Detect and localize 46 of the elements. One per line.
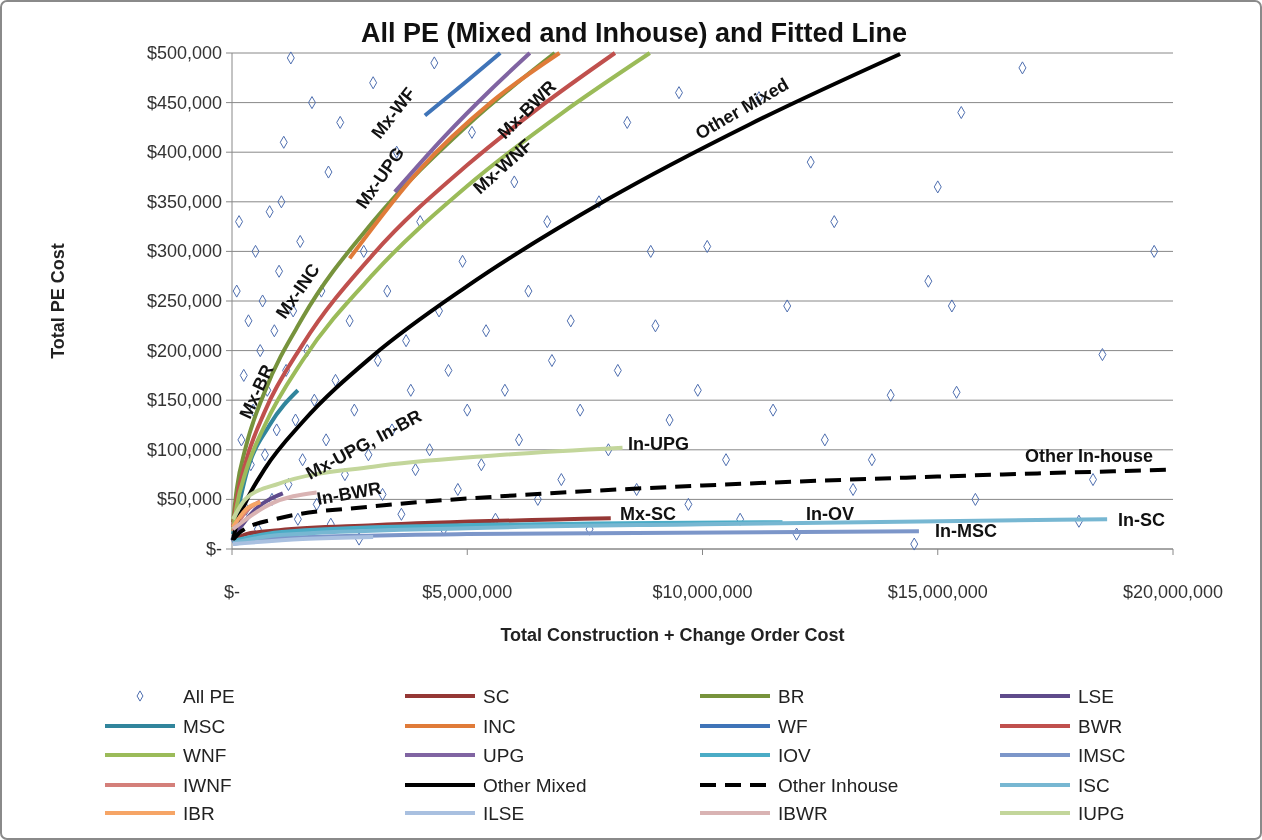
legend-label: INC	[483, 716, 516, 737]
annotation: In-OV	[806, 504, 854, 524]
legend-label: MSC	[183, 716, 226, 737]
y-tick-label: $350,000	[146, 191, 222, 212]
x-tick-label: $20,000,000	[1122, 582, 1224, 602]
legend-label: BWR	[1078, 716, 1123, 737]
x-tick-label: $-	[223, 582, 241, 602]
legend-label: IOV	[778, 745, 812, 766]
legend-label: IUPG	[1078, 803, 1125, 824]
legend-label: Other Inhouse	[778, 775, 899, 796]
legend-label: LSE	[1078, 686, 1114, 707]
legend-label: ISC	[1078, 775, 1110, 796]
x-axis-title: Total Construction + Change Order Cost	[500, 625, 845, 645]
annotation: Other In-house	[1025, 446, 1154, 466]
y-tick-label: $300,000	[146, 241, 222, 262]
y-tick-label: $500,000	[146, 43, 222, 63]
y-tick-label: $200,000	[146, 340, 222, 361]
y-tick-label: $100,000	[146, 439, 222, 460]
legend-label: IBWR	[778, 803, 828, 824]
legend-label: SC	[483, 686, 510, 707]
x-tick-label: $10,000,000	[652, 582, 753, 602]
legend-label: BR	[778, 686, 805, 707]
annotation: In-MSC	[935, 521, 997, 541]
legend-label: WF	[778, 716, 808, 737]
legend-label: IBR	[183, 803, 215, 824]
legend-label: IWNF	[183, 775, 232, 796]
legend-label: IMSC	[1078, 745, 1126, 766]
y-tick-label: $400,000	[146, 142, 222, 163]
legend-label: UPG	[483, 745, 525, 766]
legend-label: Other Mixed	[483, 775, 587, 796]
y-tick-label: $250,000	[146, 291, 222, 311]
annotation: In-UPG	[628, 434, 689, 454]
legend-label: WNF	[183, 745, 227, 766]
legend-label: All PE	[183, 686, 235, 707]
chart-title: All PE (Mixed and Inhouse) and Fitted Line	[360, 18, 908, 48]
y-tick-label: $-	[205, 539, 222, 559]
x-tick-label: $5,000,000	[422, 582, 513, 602]
annotation: Mx-SC	[620, 504, 677, 524]
annotation: In-BWR	[315, 477, 383, 509]
y-axis-title: Total PE Cost	[48, 243, 68, 359]
y-tick-label: $450,000	[146, 92, 222, 113]
annotation: In-SC	[1118, 510, 1165, 530]
legend-label: ILSE	[483, 803, 525, 824]
y-tick-label: $150,000	[146, 390, 222, 411]
x-tick-label: $15,000,000	[887, 582, 988, 602]
y-tick-label: $50,000	[156, 489, 222, 510]
